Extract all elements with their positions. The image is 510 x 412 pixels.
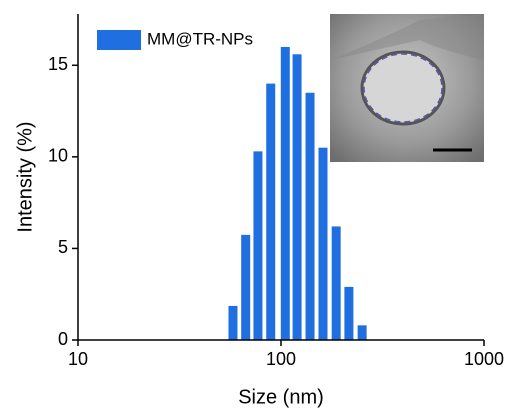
x-tick-label: 100 — [266, 349, 296, 369]
plot-area: 0 5 10 15 10 100 1000 MM@TR-NPs — [48, 14, 504, 369]
bar — [253, 151, 263, 340]
legend-label: MM@TR-NPs — [147, 29, 253, 48]
bar — [357, 325, 367, 340]
y-tick-label: 5 — [58, 237, 68, 257]
x-axis-title: Size (nm) — [238, 386, 324, 408]
bar — [241, 234, 251, 340]
y-tick-label: 15 — [48, 54, 68, 74]
x-tick-label: 10 — [68, 349, 88, 369]
bar — [318, 147, 328, 340]
bar — [280, 46, 290, 340]
particle — [360, 50, 446, 126]
bar — [266, 83, 276, 340]
y-axis-title: Intensity (%) — [14, 121, 36, 232]
particle-outline — [363, 53, 443, 123]
bar — [292, 54, 302, 340]
y-tick-label: 10 — [48, 146, 68, 166]
bar — [305, 92, 315, 340]
bar — [228, 305, 238, 340]
x-tick-label: 1000 — [464, 349, 504, 369]
bar — [331, 226, 341, 340]
inset-image — [330, 14, 484, 162]
micrograph-texture — [330, 14, 484, 60]
legend-swatch — [97, 30, 141, 50]
y-tick-label: 0 — [58, 329, 68, 349]
bar — [344, 286, 354, 340]
